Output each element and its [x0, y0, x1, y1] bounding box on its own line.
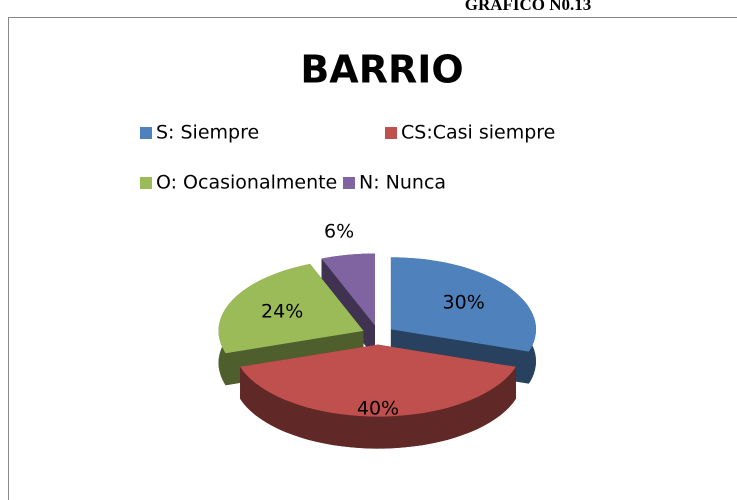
- data-label: 40%: [357, 398, 399, 420]
- legend-label: S: Siempre: [156, 122, 259, 144]
- legend-swatch: [140, 177, 152, 189]
- legend-swatch: [385, 127, 397, 139]
- legend-label: CS:Casi siempre: [401, 122, 555, 144]
- data-label: 30%: [443, 292, 485, 314]
- legend-swatch: [343, 177, 355, 189]
- chart-title: BARRIO: [300, 48, 463, 92]
- slice-side: [240, 366, 516, 449]
- slice: [390, 257, 536, 352]
- legend-label: N: Nunca: [359, 172, 446, 194]
- slice: [321, 253, 375, 326]
- data-label: 6%: [324, 221, 354, 243]
- heading: GRAFICO N0.13: [465, 0, 592, 14]
- slice: [240, 344, 516, 417]
- legend-label: O: Ocasionalmente: [156, 172, 337, 194]
- slice: [218, 264, 364, 354]
- legend-swatch: [140, 127, 152, 139]
- data-label: 24%: [261, 300, 303, 322]
